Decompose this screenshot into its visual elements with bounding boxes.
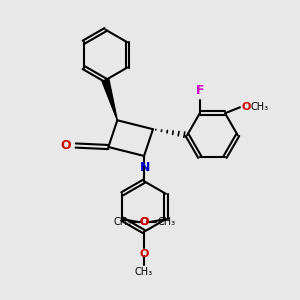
Text: O: O	[242, 102, 251, 112]
Text: O: O	[140, 217, 149, 227]
Text: O: O	[140, 249, 149, 259]
Text: N: N	[140, 161, 151, 174]
Polygon shape	[102, 79, 117, 120]
Text: CH₃: CH₃	[135, 266, 153, 277]
Text: O: O	[61, 139, 71, 152]
Text: CH₃: CH₃	[113, 217, 131, 227]
Text: F: F	[196, 84, 204, 97]
Text: CH₃: CH₃	[158, 217, 176, 227]
Text: O: O	[139, 217, 148, 227]
Text: CH₃: CH₃	[250, 102, 268, 112]
